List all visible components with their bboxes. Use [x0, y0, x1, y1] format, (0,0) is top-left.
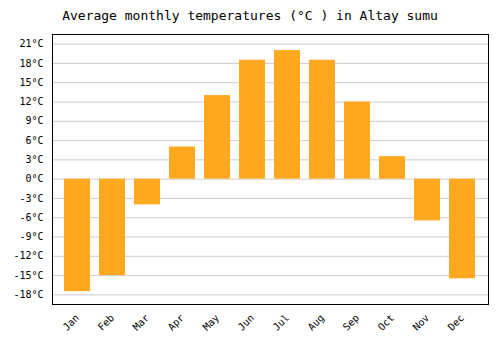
- svg-text:Aug: Aug: [306, 312, 327, 333]
- svg-text:Apr: Apr: [166, 312, 187, 333]
- svg-text:-12°C: -12°C: [13, 250, 43, 261]
- svg-text:Feb: Feb: [96, 312, 117, 333]
- svg-text:-15°C: -15°C: [13, 270, 43, 281]
- svg-text:Mar: Mar: [131, 312, 152, 333]
- svg-text:3°C: 3°C: [25, 154, 43, 165]
- svg-text:0°C: 0°C: [25, 173, 43, 184]
- svg-text:Jul: Jul: [271, 312, 292, 333]
- svg-text:Oct: Oct: [376, 312, 397, 333]
- svg-text:Jun: Jun: [236, 312, 257, 333]
- svg-text:6°C: 6°C: [25, 135, 43, 146]
- svg-text:-18°C: -18°C: [13, 289, 43, 300]
- svg-text:18°C: 18°C: [19, 58, 43, 69]
- html-text:Average monthly temperatures (: Average monthly temperatures (°C ) in Al…: [62, 8, 438, 23]
- svg-text:-6°C: -6°C: [19, 212, 43, 223]
- svg-text:Dec: Dec: [446, 312, 467, 333]
- svg-text:-9°C: -9°C: [19, 231, 43, 242]
- svg-text:12°C: 12°C: [19, 96, 43, 107]
- svg-text:-3°C: -3°C: [19, 193, 43, 204]
- svg-text:Jan: Jan: [61, 312, 82, 333]
- svg-text:9°C: 9°C: [25, 115, 43, 126]
- svg-text:21°C: 21°C: [19, 38, 43, 49]
- svg-text:May: May: [201, 312, 222, 333]
- svg-text:Sep: Sep: [341, 312, 362, 333]
- svg-text:Nov: Nov: [411, 312, 432, 333]
- svg-text:15°C: 15°C: [19, 77, 43, 88]
